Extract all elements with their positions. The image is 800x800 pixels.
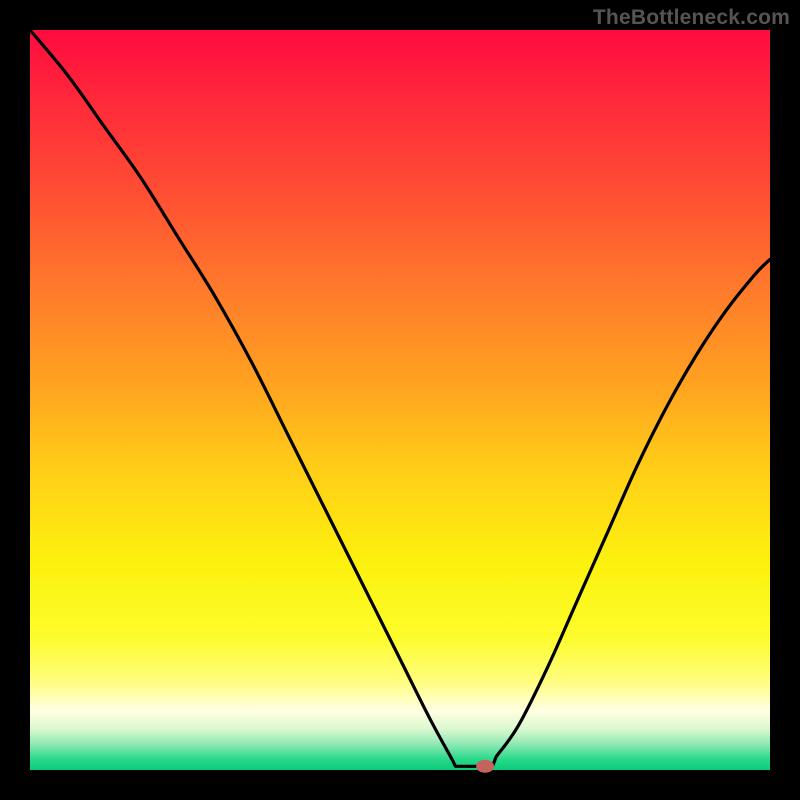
optimal-point-marker [476,760,494,773]
watermark-label: TheBottleneck.com [593,6,790,30]
chart-stage: TheBottleneck.com [0,0,800,800]
bottleneck-chart [0,0,800,800]
